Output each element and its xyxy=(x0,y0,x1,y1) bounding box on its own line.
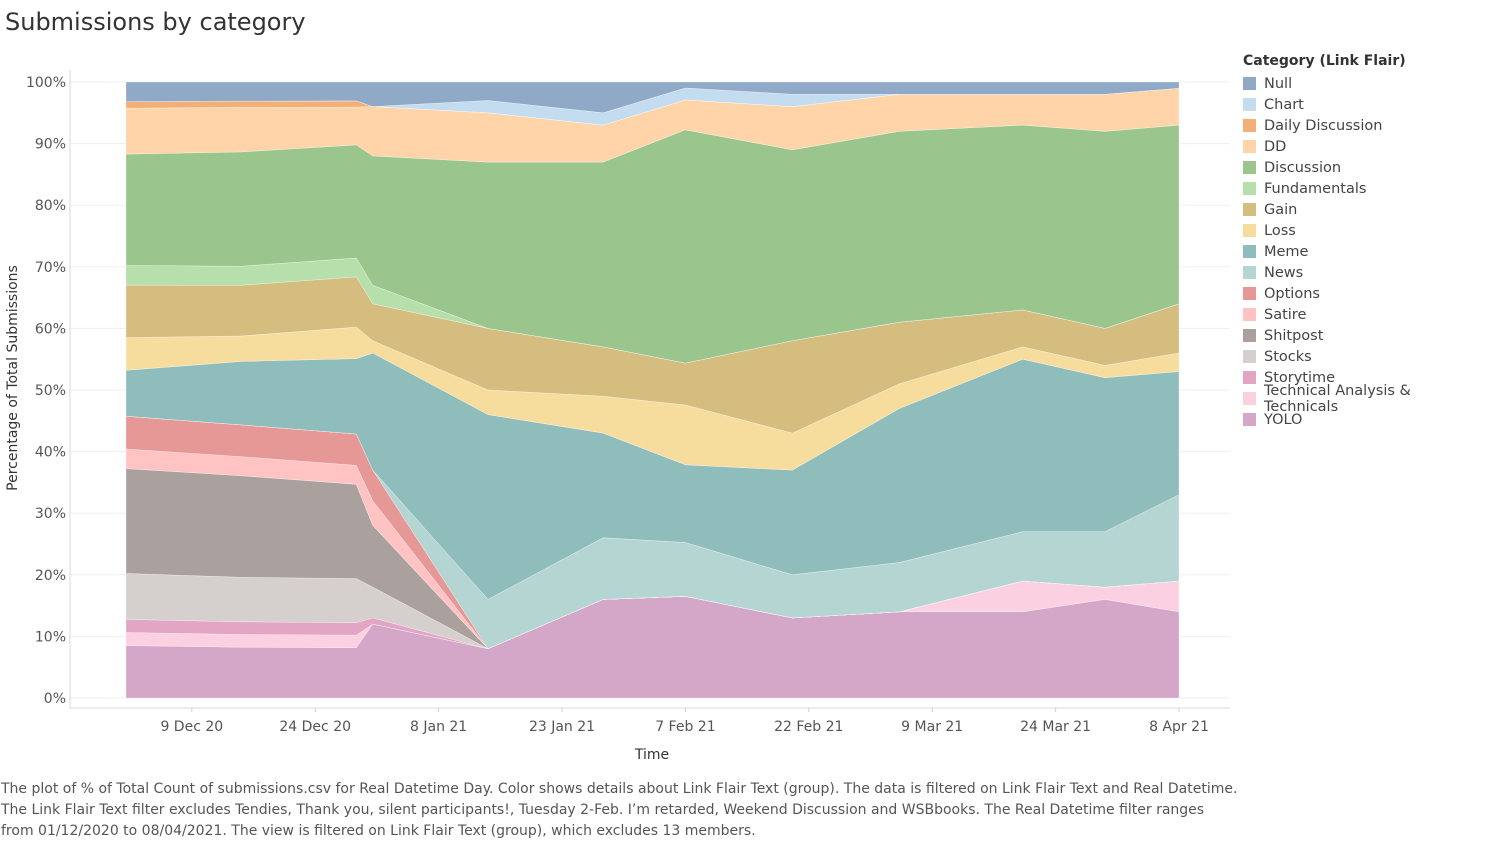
legend: Category (Link Flair) Null Chart Daily Dis… xyxy=(1243,53,1489,430)
y-tick-label: 0% xyxy=(44,691,66,707)
legend-label: Chart xyxy=(1264,96,1304,113)
legend-swatch xyxy=(1243,308,1256,321)
legend-item-loss[interactable]: Loss xyxy=(1243,220,1489,241)
legend-swatch xyxy=(1243,350,1256,363)
legend-label: Stocks xyxy=(1264,348,1312,365)
legend-label: Daily Discussion xyxy=(1264,117,1383,134)
y-tick-label: 90% xyxy=(35,137,66,153)
legend-swatch xyxy=(1243,392,1256,405)
legend-label: Fundamentals xyxy=(1264,180,1367,197)
legend-label: Loss xyxy=(1264,222,1296,239)
legend-swatch xyxy=(1243,371,1256,384)
legend-label: Shitpost xyxy=(1264,327,1324,344)
legend-label: News xyxy=(1264,264,1304,281)
y-tick-label: 50% xyxy=(35,383,66,399)
legend-swatch xyxy=(1243,119,1256,132)
x-tick-label: 8 Jan 21 xyxy=(410,719,467,735)
legend-swatch xyxy=(1243,161,1256,174)
legend-label: Discussion xyxy=(1264,159,1342,176)
legend-item-chart[interactable]: Chart xyxy=(1243,94,1489,115)
legend-title: Category (Link Flair) xyxy=(1243,53,1406,69)
legend-item-fundamentals[interactable]: Fundamentals xyxy=(1243,178,1489,199)
legend-item-satire[interactable]: Satire xyxy=(1243,304,1489,325)
legend-item-shitpost[interactable]: Shitpost xyxy=(1243,325,1489,346)
x-tick-label: 23 Jan 21 xyxy=(529,719,595,735)
x-tick-label: 8 Apr 21 xyxy=(1149,719,1209,735)
y-tick-label: 60% xyxy=(35,321,66,337)
legend-label: Satire xyxy=(1264,306,1307,323)
legend-swatch xyxy=(1243,203,1256,216)
legend-label: Technical Analysis & Technicals xyxy=(1264,382,1411,415)
legend-label: Gain xyxy=(1264,201,1298,218)
legend-item-options[interactable]: Options xyxy=(1243,283,1489,304)
legend-label: Meme xyxy=(1264,243,1309,260)
legend-item-yolo[interactable]: YOLO xyxy=(1243,409,1489,430)
legend-item-news[interactable]: News xyxy=(1243,262,1489,283)
axes: 0% 10% 20% 30% 40% 50% 60% 70% 80% 90% 100% 9 Dec 2… xyxy=(26,70,1230,735)
legend-swatch xyxy=(1243,245,1256,258)
legend-swatch xyxy=(1243,287,1256,300)
legend-swatch xyxy=(1243,98,1256,111)
legend-label: Options xyxy=(1264,285,1320,302)
legend-label: Null xyxy=(1264,75,1293,92)
legend-swatch xyxy=(1243,224,1256,237)
legend-swatch xyxy=(1243,140,1256,153)
legend-item-discussion[interactable]: Discussion xyxy=(1243,157,1489,178)
legend-swatch xyxy=(1243,266,1256,279)
stacked-area-chart: 0% 10% 20% 30% 40% 50% 60% 70% 80% 90% 100% 9 Dec 2… xyxy=(5,70,1230,763)
legend-label: Storytime xyxy=(1264,369,1336,386)
legend-item-daily-discussion[interactable]: Daily Discussion xyxy=(1243,115,1489,136)
legend-item-dd[interactable]: DD xyxy=(1243,136,1489,157)
y-tick-label: 10% xyxy=(35,629,66,645)
x-tick-label: 7 Feb 21 xyxy=(655,719,715,735)
x-tick-label: 9 Dec 20 xyxy=(160,719,223,735)
y-tick-label: 30% xyxy=(35,506,66,522)
chart-title: Submissions by category xyxy=(5,8,306,36)
legend-label: YOLO xyxy=(1264,411,1303,428)
x-tick-label: 22 Feb 21 xyxy=(774,719,843,735)
legend-swatch xyxy=(1243,182,1256,195)
legend-label: DD xyxy=(1264,138,1287,155)
legend-item-meme[interactable]: Meme xyxy=(1243,241,1489,262)
x-tick-label: 24 Mar 21 xyxy=(1020,719,1091,735)
legend-item-stocks[interactable]: Stocks xyxy=(1243,346,1489,367)
legend-swatch xyxy=(1243,77,1256,90)
area-series xyxy=(125,81,1180,699)
x-tick-label: 9 Mar 21 xyxy=(901,719,963,735)
chart-caption: The plot of % of Total Count of submissi… xyxy=(1,781,1238,839)
y-tick-label: 20% xyxy=(35,568,66,584)
legend-items: Null Chart Daily Discussion DD Discussion Fun… xyxy=(1243,73,1489,430)
y-tick-label: 80% xyxy=(35,198,66,214)
legend-swatch xyxy=(1243,413,1256,426)
legend-item-technical-analysis-technicals[interactable]: Technical Analysis & Technicals xyxy=(1243,383,1489,415)
x-axis-title: Time xyxy=(634,747,669,763)
x-tick-label: 24 Dec 20 xyxy=(279,719,351,735)
legend-item-null[interactable]: Null xyxy=(1243,73,1489,94)
area-null xyxy=(125,81,1180,113)
y-tick-label: 40% xyxy=(35,445,66,461)
y-tick-label: 100% xyxy=(26,75,66,91)
y-axis-title: Percentage of Total Submissions xyxy=(5,265,21,491)
legend-swatch xyxy=(1243,329,1256,342)
legend-item-gain[interactable]: Gain xyxy=(1243,199,1489,220)
y-tick-label: 70% xyxy=(35,260,66,276)
legend-item-storytime[interactable]: Storytime xyxy=(1243,367,1489,388)
